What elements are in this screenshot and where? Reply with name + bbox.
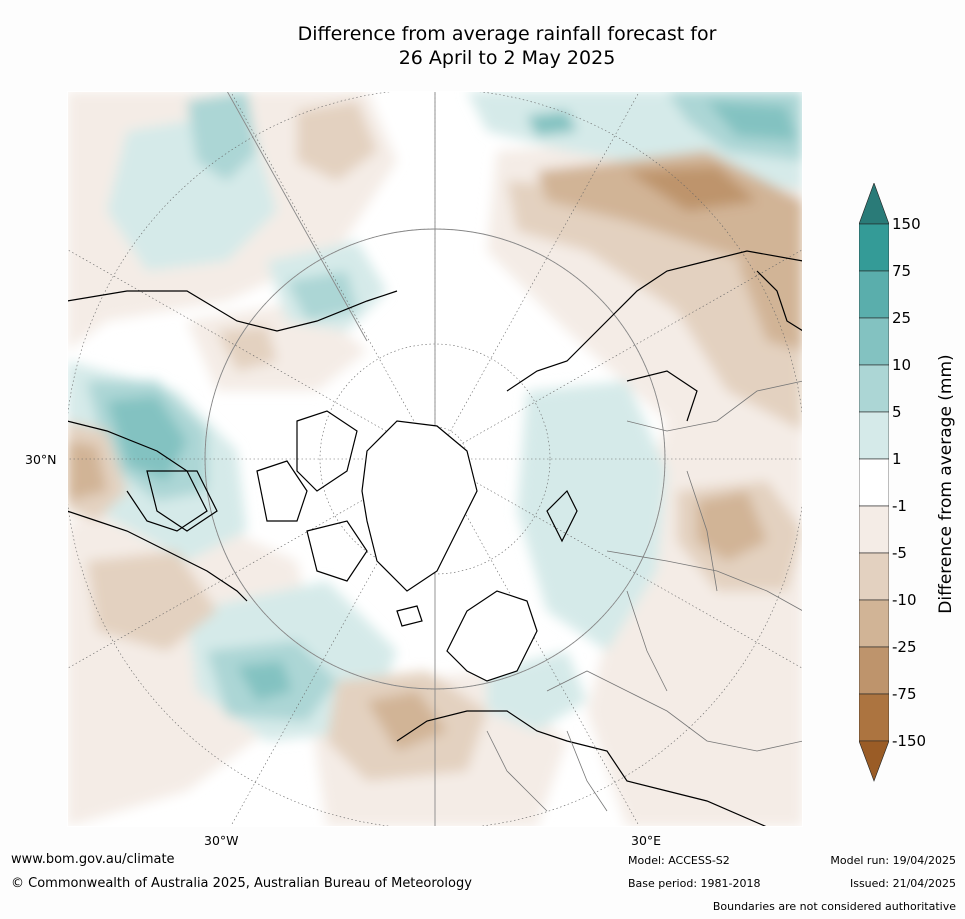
footer-model-run: Model run: 19/04/2025 xyxy=(830,854,956,867)
footer-base-period: Base period: 1981-2018 xyxy=(628,877,761,890)
rainfall-anomaly-map xyxy=(67,91,803,827)
lat-label-30n: 30°N xyxy=(25,452,57,467)
colorbar-tick-minus-75: -75 xyxy=(892,685,917,703)
colorbar-tick-1: 1 xyxy=(892,450,902,468)
title-line-1: Difference from average rainfall forecas… xyxy=(297,23,717,45)
colorbar-extend-bottom xyxy=(859,740,889,782)
coastlines xyxy=(67,250,803,827)
colorbar-tick-minus-150: -150 xyxy=(892,732,927,750)
footer-copyright: © Commonwealth of Australia 2025, Austra… xyxy=(11,876,472,891)
colorbar xyxy=(859,183,889,782)
anomaly-fields xyxy=(67,91,803,827)
colorbar-tick-10: 10 xyxy=(892,356,912,374)
colorbar-extend-top xyxy=(859,183,889,225)
colorbar-tick-minus-25: -25 xyxy=(892,638,917,656)
lon-label-30e: 30°E xyxy=(631,833,662,848)
colorbar-tick-minus-10: -10 xyxy=(892,591,917,609)
colorbar-tick-5: 5 xyxy=(892,403,902,421)
colorbar-tick-150: 150 xyxy=(892,215,921,233)
colorbar-title: Difference from average (mm) xyxy=(936,354,956,614)
colorbar-tick-minus-1: -1 xyxy=(892,497,907,515)
colorbar-tick-minus-5: -5 xyxy=(892,544,907,562)
footer-issued: Issued: 21/04/2025 xyxy=(849,877,956,890)
footer-url[interactable]: www.bom.gov.au/climate xyxy=(11,852,175,867)
colorbar-tick-25: 25 xyxy=(892,309,912,327)
lon-label-30w: 30°W xyxy=(204,833,239,848)
title-line-2: 26 April to 2 May 2025 xyxy=(398,47,616,69)
country-borders xyxy=(486,380,803,812)
map-title: Difference from average rainfall forecas… xyxy=(0,22,965,70)
colorbar-tick-75: 75 xyxy=(892,262,912,280)
footer-disclaimer: Boundaries are not considered authoritat… xyxy=(712,900,956,913)
footer-model: Model: ACCESS-S2 xyxy=(628,854,730,867)
